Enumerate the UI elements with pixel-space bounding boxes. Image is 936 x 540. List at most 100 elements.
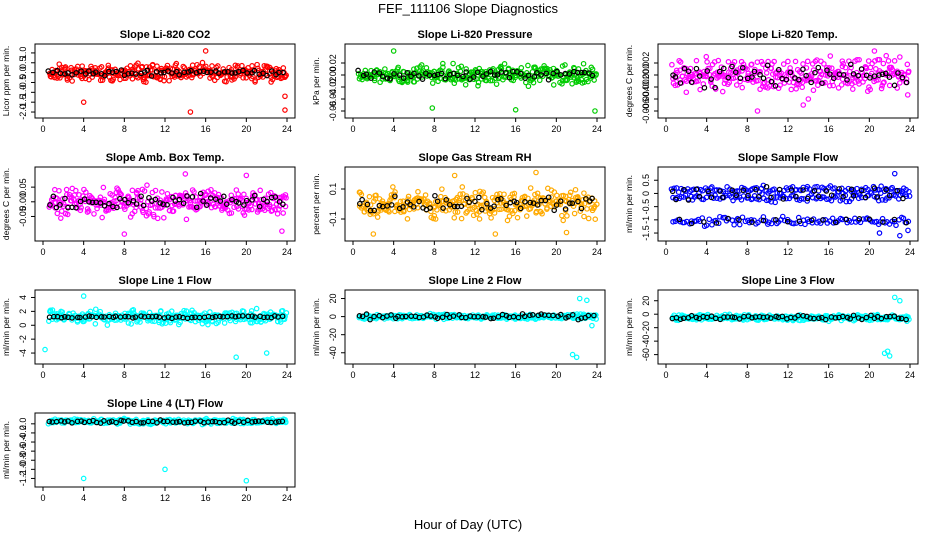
data-point	[554, 192, 560, 199]
data-point	[141, 188, 148, 194]
panel-title: Slope Li-820 CO2	[120, 29, 210, 41]
data-point	[769, 71, 776, 77]
reference-point	[878, 315, 885, 322]
data-point	[567, 189, 574, 196]
x-tick-label: 24	[282, 493, 292, 503]
reference-point	[455, 72, 461, 79]
x-tick-label: 16	[511, 124, 521, 134]
reference-point	[515, 314, 522, 321]
reference-point	[498, 196, 504, 202]
data-point	[463, 66, 469, 72]
data-point	[675, 189, 682, 195]
y-tick-label: 0.0	[18, 66, 28, 79]
data-point	[99, 214, 105, 221]
data-point	[458, 215, 465, 222]
data-point	[798, 195, 805, 202]
x-tick-label: 12	[470, 247, 480, 257]
data-point	[671, 185, 677, 192]
reference-point	[261, 314, 267, 321]
data-point	[771, 186, 777, 192]
reference-point	[855, 72, 862, 79]
data-point	[766, 83, 773, 89]
data-point	[829, 215, 836, 222]
data-point	[869, 60, 875, 67]
data-point	[835, 85, 842, 91]
reference-point	[708, 194, 715, 201]
reference-point	[788, 187, 795, 193]
reference-point	[696, 193, 703, 200]
x-tick-label: 4	[704, 370, 709, 380]
x-tick-label: 24	[905, 247, 915, 257]
data-point	[404, 79, 411, 85]
data-point	[99, 77, 106, 83]
reference-point	[204, 202, 210, 208]
reference-point	[231, 420, 238, 426]
y-tick-label: 4	[18, 295, 28, 300]
reference-point	[876, 72, 882, 78]
outlier-point	[121, 231, 128, 237]
data-point	[808, 73, 815, 79]
x-tick-label: 16	[511, 247, 521, 257]
data-point	[883, 52, 890, 59]
y-tick-label: 0	[328, 314, 338, 319]
reference-point	[800, 66, 806, 73]
reference-point	[839, 313, 846, 320]
outlier-point	[876, 230, 883, 236]
data-point	[452, 209, 459, 215]
data-point	[370, 210, 377, 217]
reference-point	[173, 419, 180, 425]
reference-point	[212, 196, 219, 202]
reference-point	[180, 200, 187, 207]
reference-point	[701, 219, 707, 225]
data-point	[896, 80, 903, 86]
reference-point	[113, 419, 119, 426]
y-tick-label: 0.5	[641, 174, 651, 187]
reference-point	[431, 72, 438, 79]
y-tick-label: -2.0	[18, 104, 28, 120]
data-point	[458, 63, 465, 70]
x-tick-label: 20	[241, 124, 251, 134]
outlier-point	[512, 107, 519, 113]
data-point	[411, 79, 418, 85]
reference-point	[69, 315, 75, 321]
reference-point	[86, 199, 92, 205]
x-tick-label: 12	[160, 247, 170, 257]
data-point	[709, 83, 716, 90]
x-tick-label: 4	[81, 124, 86, 134]
reference-point	[773, 217, 779, 223]
reference-point	[57, 202, 63, 208]
reference-point	[229, 313, 235, 319]
x-tick-label: 8	[745, 370, 750, 380]
x-tick-label: 20	[241, 247, 251, 257]
reference-point	[729, 63, 735, 70]
data-point	[166, 77, 172, 84]
data-point	[280, 65, 287, 71]
plot-frame	[657, 289, 919, 365]
data-point	[401, 69, 407, 75]
x-tick-label: 20	[551, 124, 561, 134]
data-point	[799, 84, 806, 91]
reference-point	[73, 70, 80, 76]
reference-point	[209, 314, 216, 321]
reference-point	[204, 69, 210, 76]
reference-point	[208, 69, 214, 75]
data-point	[170, 208, 177, 214]
reference-point	[77, 314, 83, 321]
reference-point	[220, 193, 227, 200]
reference-point	[491, 72, 498, 78]
data-point	[465, 202, 472, 209]
panel-6: Slope Sample Flow ml/min per min. 0 4 8 12 16 2…	[624, 152, 919, 257]
data-point	[715, 57, 722, 64]
panel-4: Slope Amb. Box Temp. degrees C per min. 0 4…	[1, 152, 296, 257]
reference-point	[118, 417, 124, 424]
data-point	[164, 62, 171, 69]
reference-point	[803, 72, 809, 79]
x-tick-label: 8	[122, 247, 127, 257]
outlier-point	[897, 232, 903, 239]
reference-point	[371, 69, 378, 75]
reference-point	[239, 313, 246, 319]
data-point	[566, 192, 573, 199]
reference-point	[688, 220, 695, 227]
outlier-point	[891, 294, 898, 301]
reference-point	[575, 198, 581, 205]
